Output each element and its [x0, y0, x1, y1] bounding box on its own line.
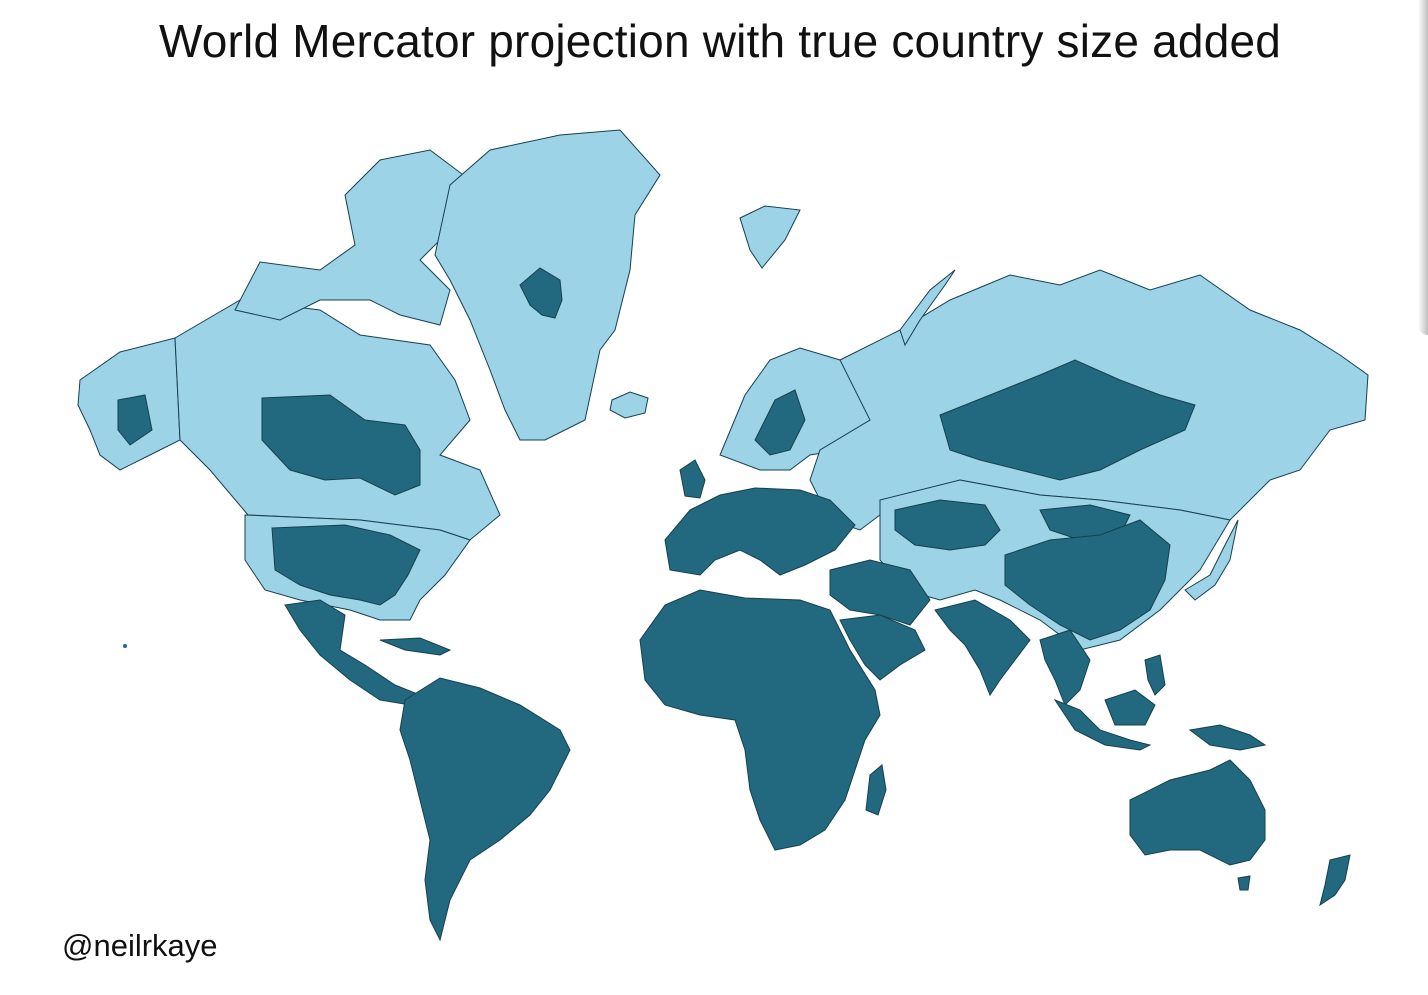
china-true-size — [1004, 519, 1171, 641]
papua-new-guinea — [1188, 724, 1267, 751]
author-credit: @neilrkaye — [62, 928, 218, 963]
screen-edge-shadow — [1418, 0, 1428, 335]
africa — [639, 589, 881, 851]
philippines — [1144, 654, 1166, 696]
arabian-peninsula — [839, 614, 926, 681]
true-size-layer — [117, 267, 1351, 942]
middle-east-true-size — [829, 559, 931, 626]
svalbard — [739, 205, 801, 269]
russia-true-size — [939, 359, 1196, 481]
iceland — [609, 391, 649, 419]
japan — [1184, 519, 1239, 601]
australia — [1129, 759, 1266, 866]
southeast-asia — [1039, 629, 1091, 706]
borneo — [1104, 689, 1156, 726]
scandinavia-true-size — [754, 389, 806, 456]
caribbean — [379, 637, 452, 656]
pacific-island-dot — [123, 644, 127, 648]
usa-true-size — [271, 524, 421, 606]
europe-true-size — [664, 487, 856, 576]
madagascar — [865, 764, 887, 816]
canada-true-size — [261, 394, 421, 496]
south-america — [399, 677, 571, 942]
greenland-true-size — [519, 267, 563, 319]
map-title: World Mercator projection with true coun… — [158, 15, 1282, 67]
central-asia-true-size — [894, 499, 1001, 551]
indonesia — [1053, 698, 1152, 751]
tasmania — [1237, 875, 1251, 891]
new-zealand — [1319, 854, 1351, 907]
novaya-zemlya — [899, 269, 956, 347]
canadian-arctic-islands — [234, 149, 471, 326]
india — [934, 599, 1031, 697]
alaska-true-size — [117, 394, 153, 446]
mercator-landmass-layer — [77, 129, 1369, 651]
uk — [679, 459, 706, 499]
